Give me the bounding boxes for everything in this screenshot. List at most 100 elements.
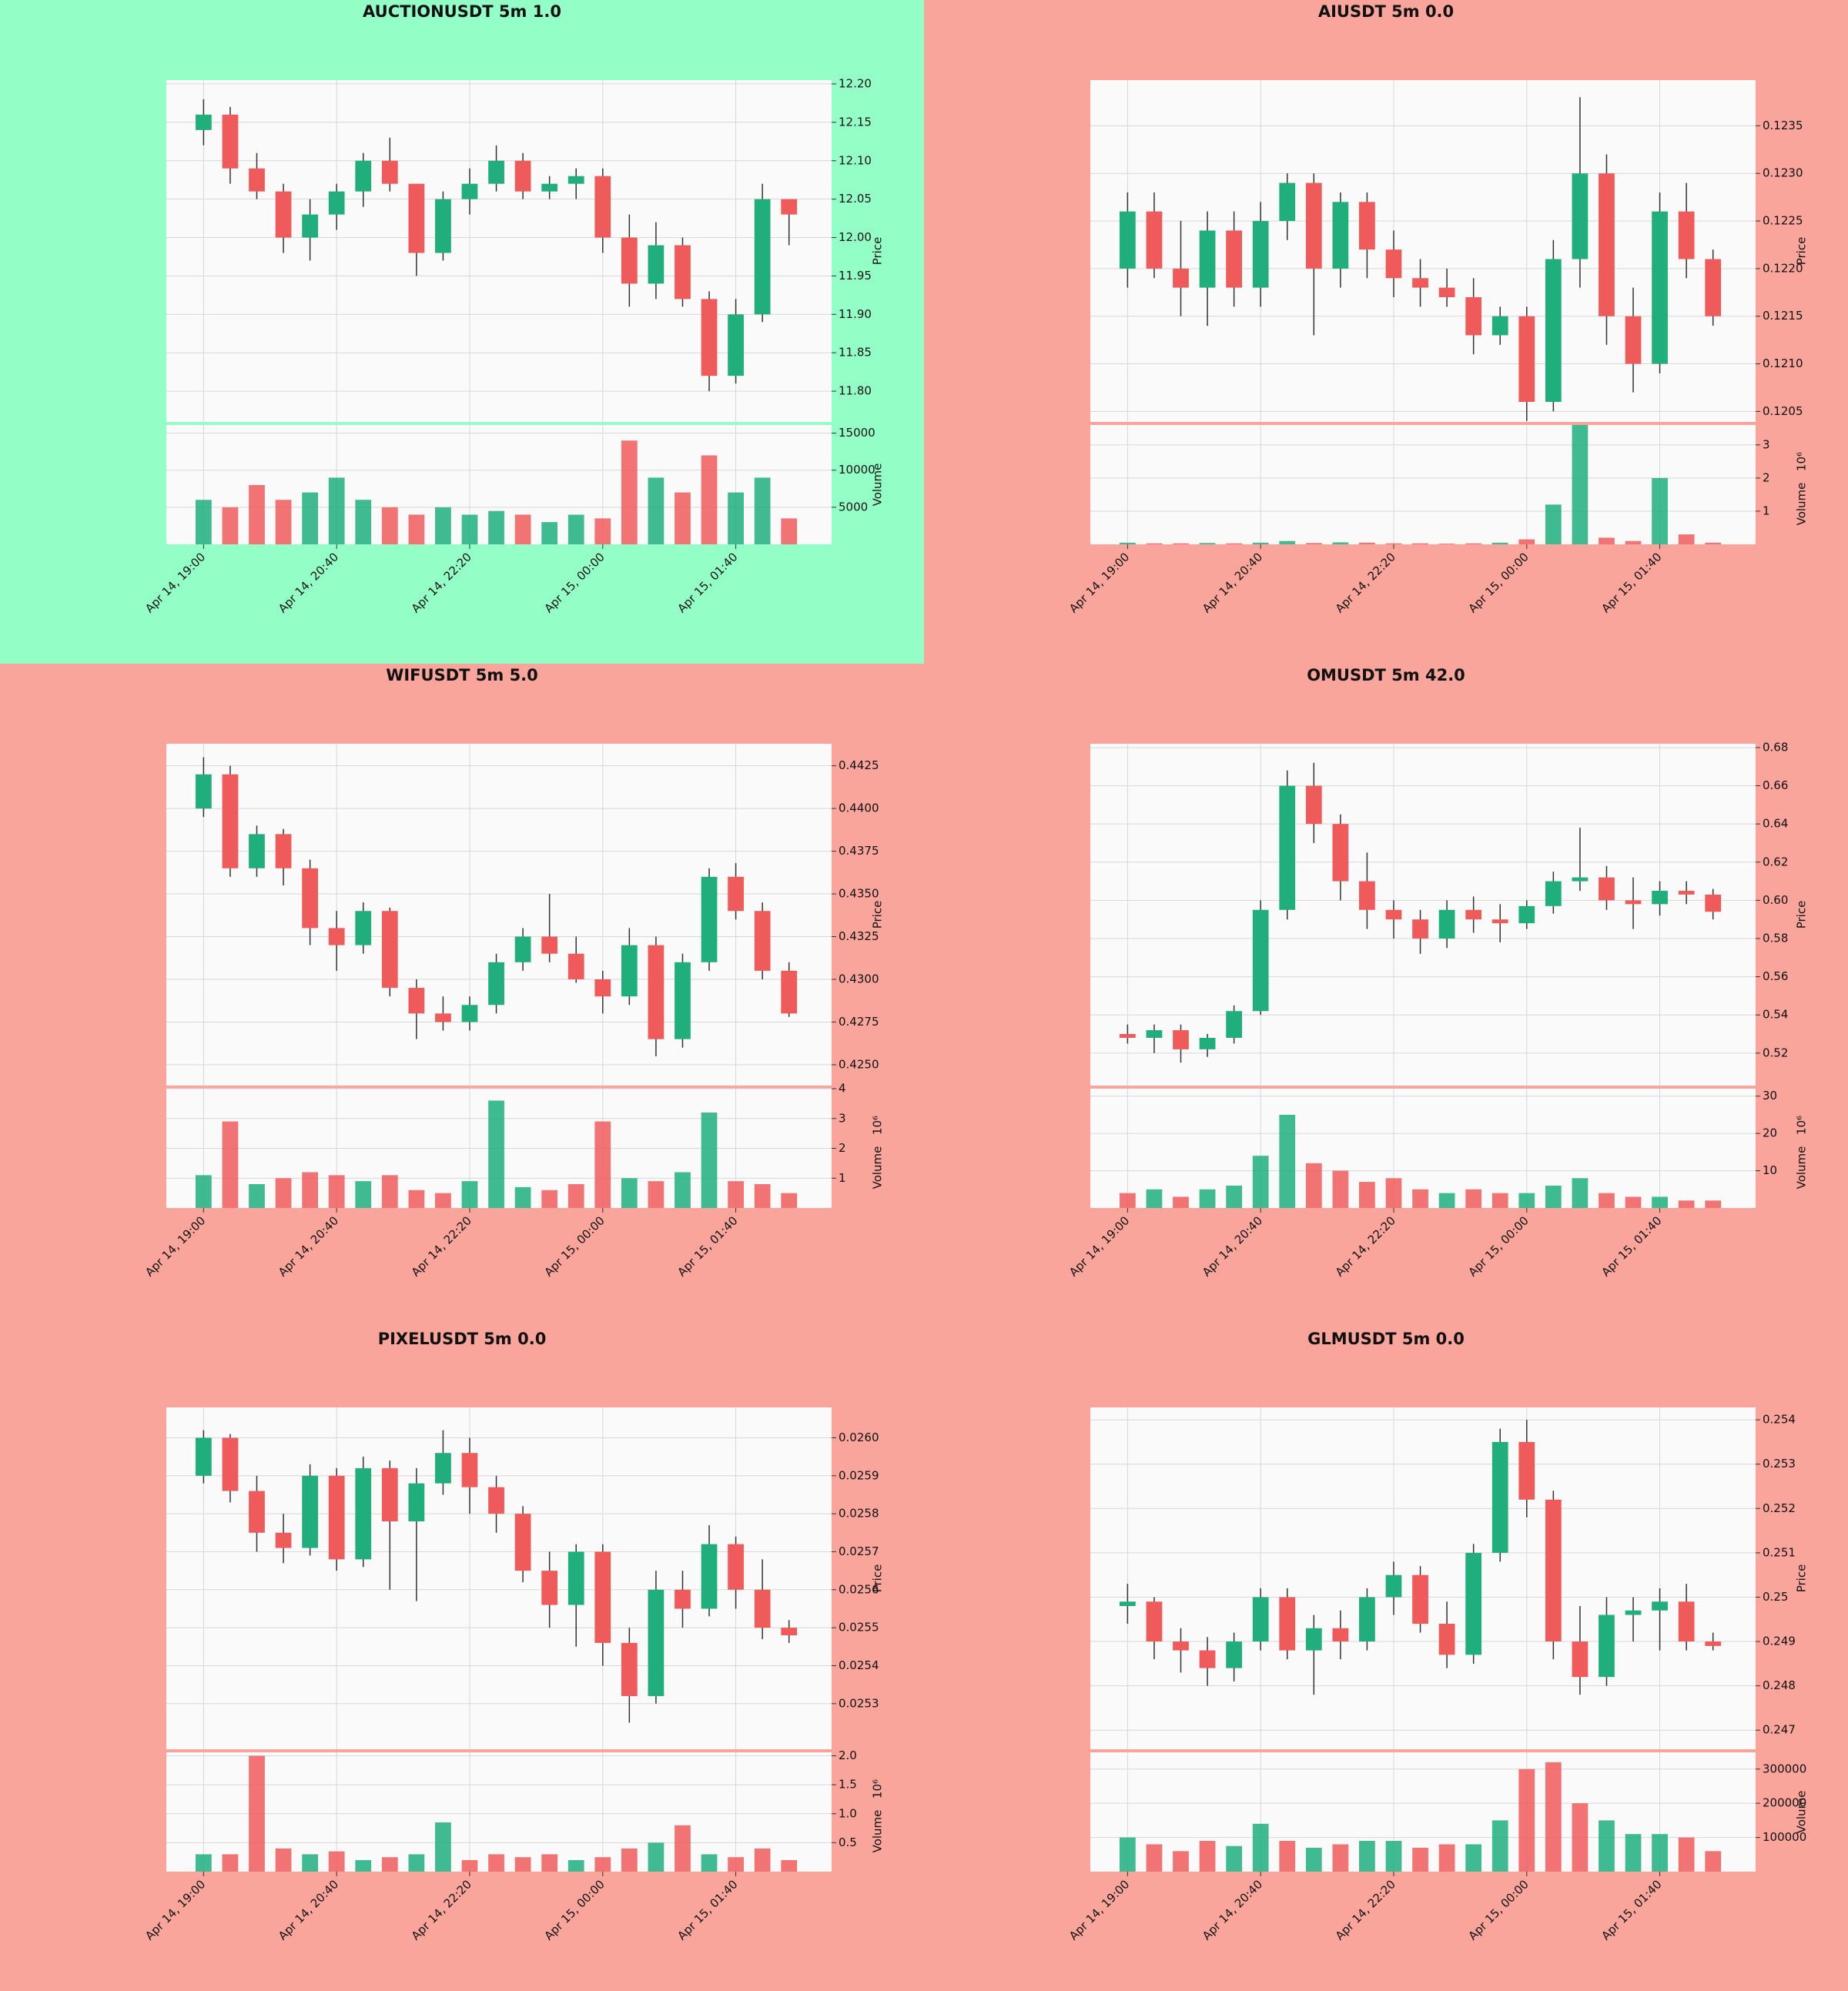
x-tick-label: Apr 14, 22:20 (1333, 1877, 1398, 1942)
candle-body (675, 1589, 691, 1609)
volume-bar (1146, 1189, 1163, 1208)
volume-bar (1599, 537, 1615, 544)
y-tick-label: 0.0254 (839, 1658, 879, 1672)
volume-bar (754, 1184, 771, 1208)
volume-bar (1518, 1768, 1535, 1872)
candle-body (594, 979, 611, 997)
y2-tick-label: 3 (1763, 437, 1770, 451)
x-tick-label: Apr 14, 22:20 (409, 1877, 474, 1942)
candle-body (754, 1589, 771, 1628)
volume-bar (1146, 1844, 1163, 1872)
volume-bar (1572, 1178, 1589, 1208)
candle-body (196, 114, 212, 130)
y-tick-label: 11.80 (839, 384, 872, 398)
volume-bar (1305, 1847, 1322, 1872)
y2-tick-label: 15000 (839, 426, 875, 440)
y2-tick-label: 3 (839, 1111, 846, 1125)
volume-bar (1412, 1847, 1428, 1872)
candle-body (1625, 1610, 1642, 1615)
candle-body (728, 314, 744, 376)
candle-body (488, 160, 504, 184)
candle-body (1359, 202, 1375, 250)
x-tick-label: Apr 14, 20:40 (276, 1877, 341, 1942)
candle-body (381, 1467, 398, 1521)
y-tick-label: 0.0258 (839, 1507, 879, 1521)
y2-scale: 10⁶ (871, 1116, 885, 1135)
volume-bar (621, 440, 638, 544)
volume-bar (648, 477, 665, 544)
volume-bar (781, 1859, 798, 1872)
y-tick-label: 12.15 (839, 115, 872, 129)
candle-body (1412, 1574, 1428, 1625)
volume-bar (1491, 542, 1508, 544)
y-tick-label: 0.253 (1763, 1457, 1796, 1471)
candle-body (1705, 1641, 1722, 1646)
candle-body (1652, 890, 1668, 905)
candle-body (1491, 316, 1508, 336)
volume-bar (1545, 504, 1562, 544)
volume-bar (1385, 1178, 1402, 1208)
candle-body (1385, 249, 1402, 279)
y-tick-label: 0.58 (1763, 932, 1788, 945)
y-tick-label: 0.4275 (839, 1015, 879, 1029)
y-axis-label: Price (871, 237, 885, 266)
y2-scale: 10⁶ (1795, 452, 1809, 471)
volume-bar (1705, 1851, 1722, 1872)
volume-bar (1625, 1196, 1642, 1208)
volume-bar (435, 507, 451, 544)
x-tick-label: Apr 15, 00:00 (1466, 1213, 1532, 1279)
volume-bar (1572, 425, 1589, 544)
y-tick-label: 0.4325 (839, 929, 879, 943)
volume-bar (408, 1854, 425, 1872)
volume-bar (1359, 1841, 1375, 1872)
volume-bar (1518, 539, 1535, 544)
y-tick-label: 0.0256 (839, 1582, 879, 1596)
candle-body (728, 876, 744, 912)
y-tick-label: 0.64 (1763, 817, 1788, 831)
volume-bar (701, 455, 718, 544)
y2-tick-label: 10000 (839, 463, 875, 477)
volume-bar (1279, 540, 1296, 544)
candle-body (328, 191, 345, 215)
candle-body (222, 774, 239, 868)
y-axis-label: Price (871, 1564, 885, 1593)
candle-body (1412, 278, 1428, 288)
candle-body (594, 1551, 611, 1643)
volume-bar (461, 1859, 478, 1872)
candle-body (1545, 881, 1562, 906)
candle-body (1652, 1601, 1668, 1611)
candle-body (1252, 221, 1269, 288)
candle-body (1705, 894, 1722, 912)
volume-bar (514, 1186, 531, 1208)
candle-body (541, 1571, 558, 1605)
candle-body (1678, 1601, 1695, 1642)
volume-bar (1252, 1823, 1269, 1872)
candle-body (514, 1514, 531, 1571)
candle-body (1599, 173, 1615, 316)
candle-body (701, 1544, 718, 1609)
chart-panel: PIXELUSDT 5m 0.0 Apr 14, 19:00 Apr 14, 20:… (0, 1327, 924, 1991)
candle-body (1545, 1499, 1562, 1642)
volume-bar (621, 1848, 638, 1872)
volume-bar (196, 500, 212, 544)
candle-body (1385, 1574, 1402, 1598)
candle-body (328, 1475, 345, 1560)
volume-bar (1652, 1834, 1668, 1872)
volume-bar (1518, 1193, 1535, 1208)
x-tick-label: Apr 14, 20:40 (1200, 1213, 1265, 1279)
candle-body (781, 970, 798, 1014)
y-tick-label: 0.1210 (1763, 356, 1803, 370)
y-axis-label: Price (871, 901, 885, 929)
candle-body (1518, 1441, 1535, 1500)
candle-body (621, 945, 638, 997)
candle-body (249, 168, 265, 192)
chart-panel: GLMUSDT 5m 0.0 Apr 14, 19:00 Apr 14, 20:40… (924, 1327, 1848, 1991)
candle-body (222, 114, 239, 169)
x-tick-label: Apr 15, 01:40 (675, 550, 740, 615)
candle-body (196, 774, 212, 809)
volume-bar (275, 1848, 292, 1872)
chart-title: WIFUSDT 5m 5.0 (386, 666, 538, 684)
chart-panel: AUCTIONUSDT 5m 1.0 Apr 14, 19:00 Apr 14, 2… (0, 0, 924, 664)
volume-bar (1359, 542, 1375, 544)
volume-bar (328, 477, 345, 544)
